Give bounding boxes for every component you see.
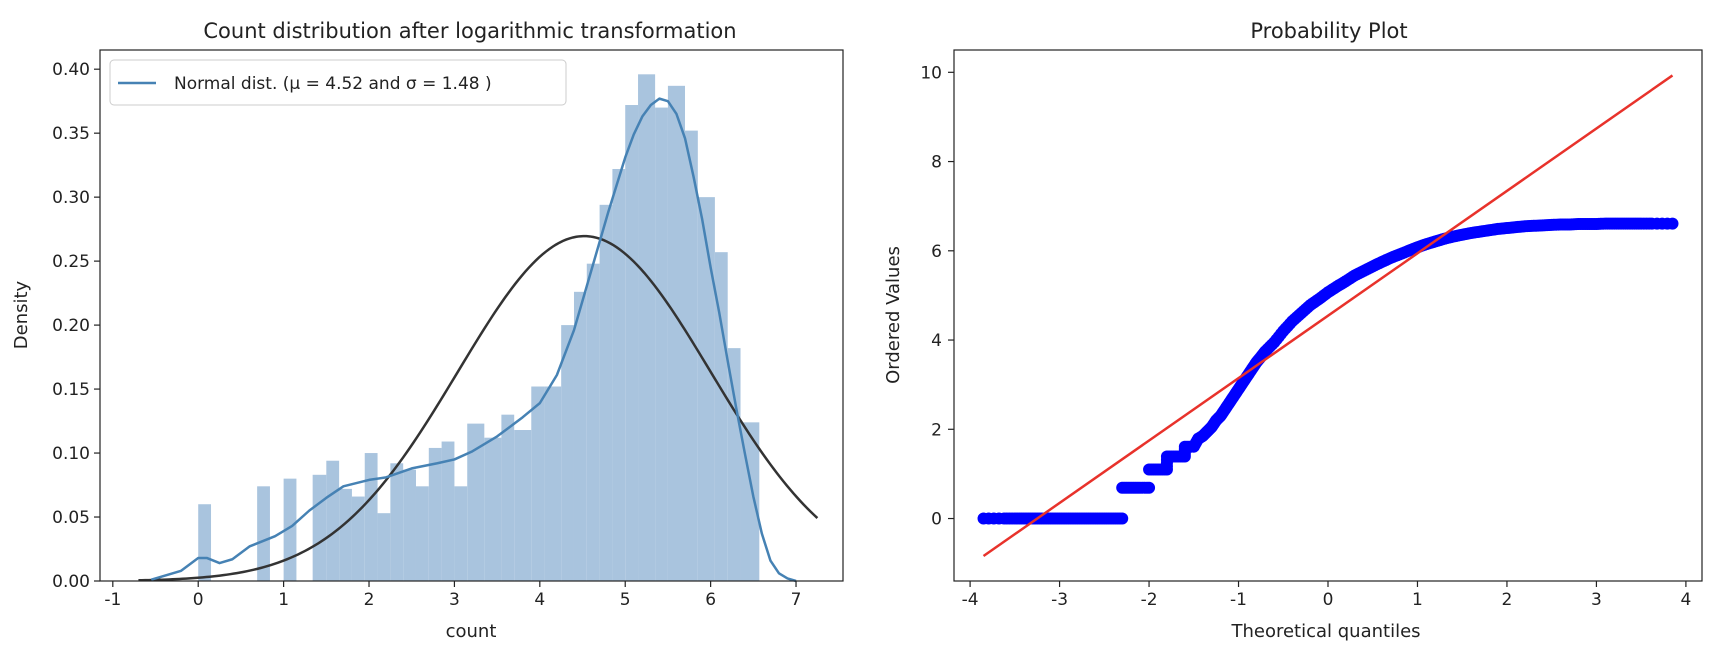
histogram-x-axis-label: count	[446, 621, 497, 642]
histogram-title: Count distribution after logarithmic tra…	[203, 19, 736, 43]
legend: Normal dist. (μ = 4.52 and σ = 1.48 )	[109, 59, 567, 106]
histogram-bar	[257, 486, 270, 581]
y-tick-label: 0.10	[52, 444, 90, 464]
probability-point	[1116, 512, 1129, 525]
probability-x-axis-label: Theoretical quantiles	[1230, 621, 1420, 642]
histogram-bar	[586, 263, 600, 581]
y-tick-label: 2	[931, 420, 942, 440]
kde-line	[150, 97, 797, 583]
y-tick-label: 0.30	[52, 188, 90, 208]
y-tick-label: 0.40	[52, 60, 90, 80]
histogram-bar	[625, 105, 639, 581]
probability-plot-panel: Probability Plot -4 -3 -2 -1 0 1 2 3 4 0 2 4 6 8 10 T…	[883, 19, 1703, 642]
probability-fit-line	[982, 74, 1674, 558]
x-tick-label: 7	[791, 590, 802, 610]
histogram-y-ticks: 0.00 0.05 0.10 0.15 0.20 0.25 0.30 0.35 0.40	[52, 60, 100, 592]
probability-x-ticks: -4 -3 -2 -1 0 1 2 3 4	[962, 581, 1691, 610]
y-tick-label: 4	[931, 331, 942, 351]
histogram-bar	[415, 486, 429, 581]
y-tick-label: 0.25	[52, 252, 90, 272]
x-tick-label: 5	[620, 590, 631, 610]
histogram-bar	[561, 325, 574, 581]
histogram-bar	[612, 168, 626, 581]
x-tick-label: -1	[1230, 590, 1247, 610]
histogram-bar	[514, 430, 532, 581]
x-tick-label: 4	[1680, 590, 1691, 610]
x-tick-label: 3	[449, 590, 460, 610]
x-tick-label: 1	[1412, 590, 1423, 610]
y-tick-label: 8	[931, 153, 942, 173]
normal-fit-line	[138, 234, 819, 582]
histogram-y-axis-label: Density	[11, 280, 32, 349]
histogram-bar	[377, 513, 391, 581]
histogram-bar	[390, 463, 404, 581]
histogram-bar	[467, 423, 485, 581]
x-tick-label: -3	[1051, 590, 1068, 610]
y-tick-label: 0.20	[52, 316, 90, 336]
x-tick-label: 6	[705, 590, 716, 610]
y-tick-label: 6	[931, 242, 942, 262]
histogram-plot-frame	[99, 49, 844, 582]
histogram-bar	[573, 291, 587, 581]
histogram-bar	[685, 130, 698, 582]
y-tick-label: 0.00	[52, 572, 90, 592]
normal-fit-curve	[138, 234, 819, 582]
histogram-bar	[484, 437, 502, 581]
histogram-bar	[339, 488, 352, 581]
x-tick-label: 4	[534, 590, 545, 610]
histogram-bar	[655, 107, 668, 582]
histogram-bar	[364, 453, 378, 581]
x-tick-label: 2	[364, 590, 375, 610]
x-tick-label: 0	[193, 590, 204, 610]
x-tick-label: -4	[962, 590, 979, 610]
histogram-bar	[740, 422, 760, 581]
histogram-bar	[544, 386, 562, 581]
probability-points	[977, 217, 1679, 525]
histogram-bar	[697, 197, 715, 581]
histogram-bar	[441, 441, 455, 581]
histogram-bar	[326, 460, 340, 581]
y-tick-label: 0.35	[52, 124, 90, 144]
histogram-x-ticks: -1 0 1 2 3 4 5 6 7	[104, 581, 801, 610]
histogram-bar	[638, 74, 656, 581]
x-tick-label: 1	[278, 590, 289, 610]
y-tick-label: 0.05	[52, 508, 90, 528]
histogram-bar	[727, 348, 741, 581]
histogram-bar	[531, 386, 545, 581]
histogram-bar	[403, 469, 416, 581]
histogram-bars	[198, 74, 760, 582]
histogram-bar	[599, 204, 613, 581]
histogram-bar	[198, 504, 212, 581]
probability-point	[1666, 217, 1679, 230]
histogram-bar	[454, 486, 468, 581]
probability-y-ticks: 0 2 4 6 8 10	[920, 63, 954, 530]
histogram-bar	[312, 474, 327, 581]
x-tick-label: 3	[1591, 590, 1602, 610]
histogram-bar	[351, 496, 365, 581]
histogram-panel: Count distribution after logarithmic tra…	[11, 19, 844, 642]
probability-plot-title: Probability Plot	[1250, 19, 1407, 43]
y-tick-label: 0.15	[52, 380, 90, 400]
legend-entry-label: Normal dist. (μ = 4.52 and σ = 1.48 )	[174, 74, 492, 94]
probability-point	[1143, 481, 1156, 494]
x-tick-label: 2	[1502, 590, 1513, 610]
x-tick-label: -1	[104, 590, 121, 610]
legend-box	[109, 59, 567, 106]
histogram-bar	[501, 414, 515, 581]
kde-curve	[150, 97, 797, 583]
y-tick-label: 0	[931, 510, 942, 530]
histogram-bar	[714, 252, 728, 581]
x-tick-label: -2	[1141, 590, 1158, 610]
histogram-bar	[428, 447, 442, 581]
fit-line	[982, 74, 1674, 558]
x-tick-label: 0	[1323, 590, 1334, 610]
probability-y-axis-label: Ordered Values	[883, 246, 904, 384]
histogram-bar	[667, 85, 686, 581]
y-tick-label: 10	[920, 63, 942, 83]
